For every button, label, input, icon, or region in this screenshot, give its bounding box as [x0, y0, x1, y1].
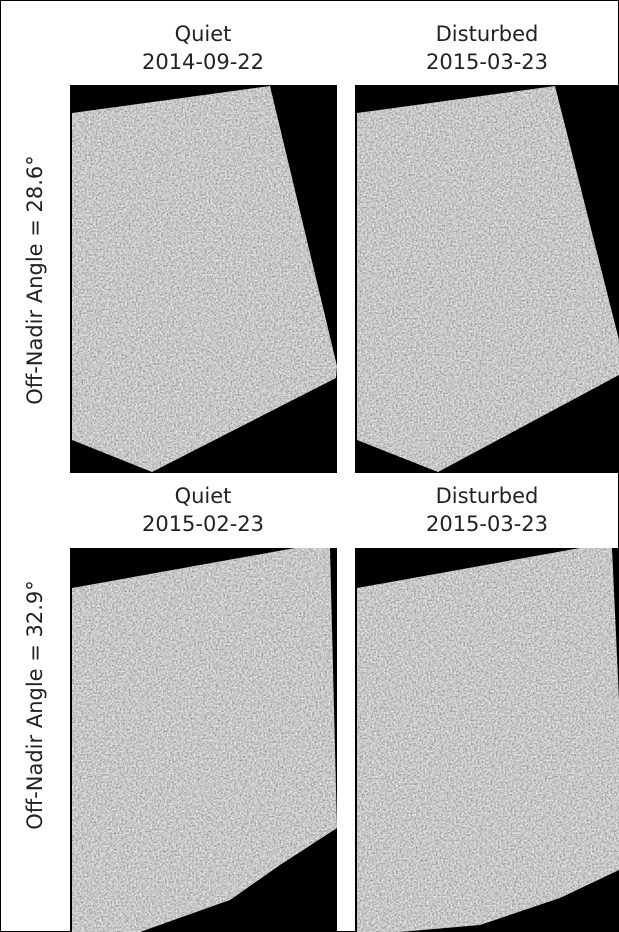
date-label: 2015-03-23 — [426, 512, 548, 536]
condition-label: Disturbed — [436, 22, 539, 46]
condition-label: Quiet — [175, 484, 232, 508]
date-label: 2014-09-22 — [142, 50, 264, 74]
condition-label: Quiet — [175, 22, 232, 46]
satellite-image — [70, 548, 337, 932]
date-label: 2015-02-23 — [142, 512, 264, 536]
row-label: Off-Nadir Angle = 28.6° — [23, 155, 47, 405]
satellite-image — [355, 85, 619, 473]
row-label: Off-Nadir Angle = 32.9° — [23, 580, 47, 830]
satellite-image — [355, 548, 619, 932]
date-label: 2015-03-23 — [426, 50, 548, 74]
condition-label: Disturbed — [436, 484, 539, 508]
satellite-image — [70, 85, 337, 473]
